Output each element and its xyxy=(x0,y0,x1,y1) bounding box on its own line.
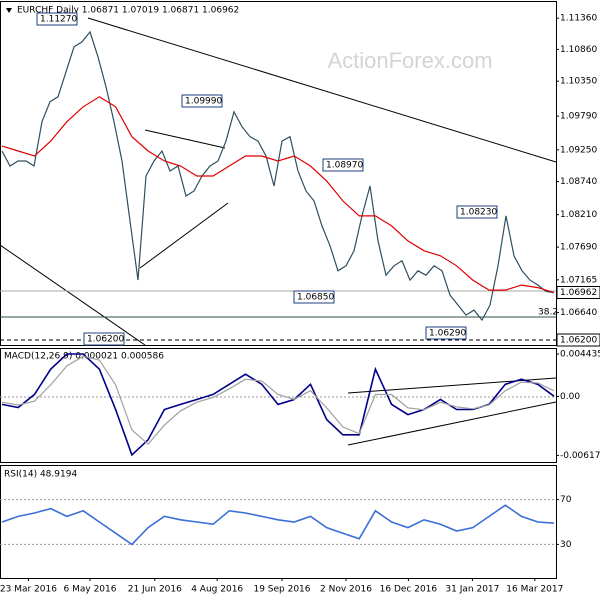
series-line xyxy=(1,96,555,294)
series-line xyxy=(1,355,555,446)
annotation-box xyxy=(322,158,364,172)
trend-line xyxy=(87,17,557,163)
x-tick-label: 16 Mar 2017 xyxy=(506,585,563,595)
trend-line xyxy=(0,244,146,346)
x-tick-label: 23 Mar 2016 xyxy=(0,585,57,595)
series-line xyxy=(1,504,555,546)
annotation-box xyxy=(425,326,467,340)
y-tick-label: 1.07690 xyxy=(560,243,597,253)
y-tick-label: 1.08740 xyxy=(560,177,597,187)
x-tick-label: 4 Aug 2016 xyxy=(191,585,243,595)
x-tick-label: 2 Nov 2016 xyxy=(320,585,372,595)
annotation: 1.09990 xyxy=(185,97,222,107)
series-line xyxy=(1,30,555,322)
series-line xyxy=(1,353,555,457)
menu-icon xyxy=(6,8,12,13)
annotation: 1.06200 xyxy=(87,335,124,345)
trend-line xyxy=(139,202,229,269)
rsi-panel xyxy=(0,465,557,579)
price-tag xyxy=(556,285,600,299)
y-tick-label: 1.06962 xyxy=(560,288,597,298)
x-tick-label: 31 Jan 2017 xyxy=(445,585,499,595)
y-tick-label: 1.10350 xyxy=(560,77,597,87)
annotation-box xyxy=(83,332,125,346)
annotation-box xyxy=(293,290,335,304)
x-tick-label: 19 Sep 2016 xyxy=(253,585,310,595)
y-tick-label: 0.00 xyxy=(560,392,580,402)
y-tick-label: 30 xyxy=(560,540,572,550)
y-tick-label: 1.11360 xyxy=(560,14,597,24)
x-tick-label: 21 Jun 2016 xyxy=(128,585,182,595)
macd-panel xyxy=(0,348,557,463)
y-tick-label: 1.06200 xyxy=(560,336,597,346)
y-tick-label: 1.09790 xyxy=(560,112,597,122)
x-tick-label: 6 May 2016 xyxy=(64,585,117,595)
y-tick-label: 70 xyxy=(560,495,572,505)
annotation: 1.06290 xyxy=(429,329,466,339)
annotation: 1.08230 xyxy=(460,208,497,218)
annotation-box xyxy=(456,205,498,219)
annotation: 1.06850 xyxy=(297,293,334,303)
x-tick-label: 16 Dec 2016 xyxy=(380,585,438,595)
price-title: EURCHF Daily 1.06871 1.07019 1.06871 1.0… xyxy=(17,6,239,16)
y-tick-label: 1.06640 xyxy=(560,308,597,318)
rsi-title: RSI(14) 48.9194 xyxy=(4,470,77,480)
y-tick-label: 1.09250 xyxy=(560,145,597,155)
macd-trend-line xyxy=(347,401,557,446)
price-panel xyxy=(0,1,557,346)
y-tick-label: 0.004435 xyxy=(560,350,600,360)
annotation-box xyxy=(181,94,223,108)
annotation: 1.11270 xyxy=(40,15,77,25)
price-tag xyxy=(556,333,600,347)
watermark: ActionForex.com xyxy=(327,48,492,73)
y-tick-label: 1.07165 xyxy=(560,275,597,285)
y-tick-label: 1.10860 xyxy=(560,45,597,55)
trend-line xyxy=(144,129,226,149)
annotation: 38.2 xyxy=(538,308,558,318)
annotation: 1.08970 xyxy=(326,161,363,171)
y-tick-label: -0.00617 xyxy=(560,451,600,461)
annotation-box xyxy=(36,12,78,26)
y-tick-label: 1.08210 xyxy=(560,210,597,220)
macd-trend-line xyxy=(347,377,557,394)
